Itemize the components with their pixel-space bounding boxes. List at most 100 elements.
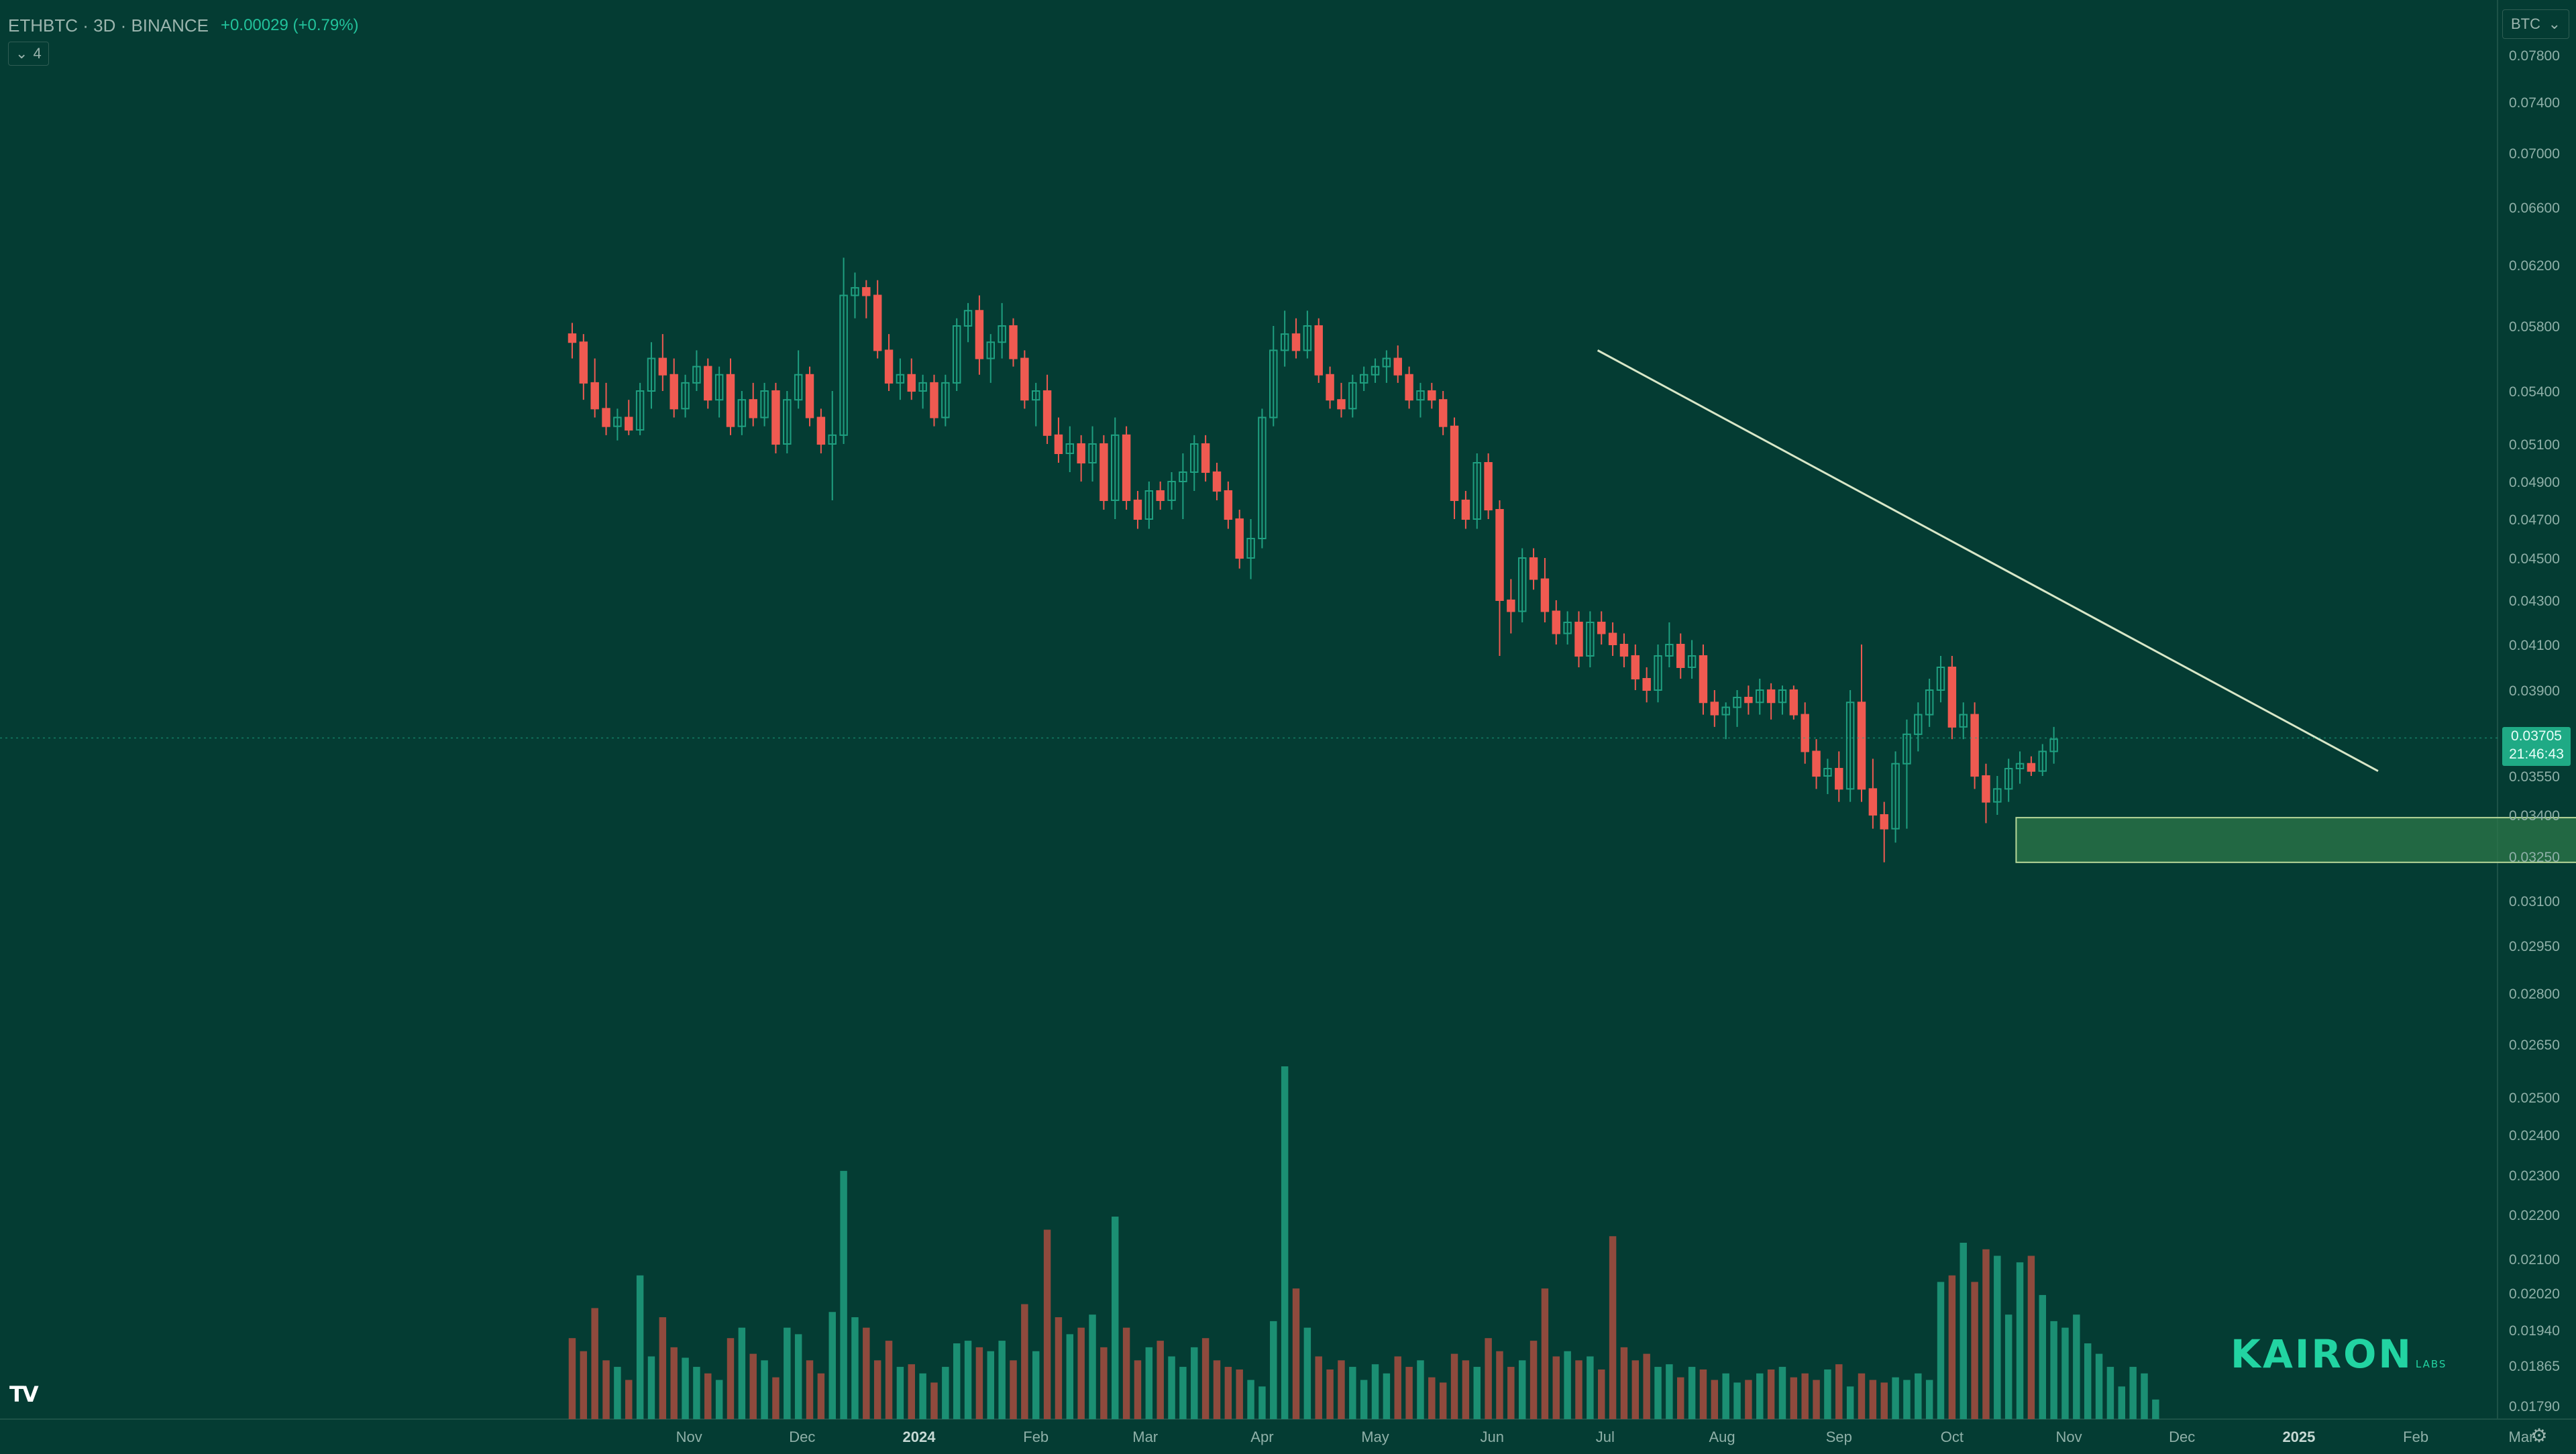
volume-bar (919, 1373, 926, 1419)
candle-up (952, 325, 961, 384)
price-tick-label: 0.01940 (2509, 1323, 2560, 1339)
time-tick-label: Feb (1023, 1429, 1049, 1445)
candle-up (1382, 357, 1391, 368)
candle-down (704, 366, 712, 401)
candle-down (1857, 702, 1866, 790)
volume-bar (1394, 1356, 1401, 1419)
price-tick-label: 0.02400 (2509, 1128, 2560, 1143)
candle-down (568, 333, 577, 343)
candle-down (590, 382, 599, 410)
volume-bar (1089, 1315, 1096, 1419)
volume-bar (2152, 1399, 2159, 1419)
price-tick-label: 0.05400 (2509, 384, 2560, 400)
candle-up (1845, 702, 1855, 790)
volume-bar (647, 1356, 655, 1419)
candle-down (862, 287, 871, 296)
volume-bar (1507, 1367, 1515, 1419)
volume-bar (727, 1338, 735, 1419)
volume-bar (1338, 1360, 1345, 1419)
volume-bar (1010, 1360, 1017, 1419)
candle-down (1291, 333, 1301, 351)
candle-down (1789, 689, 1799, 716)
volume-bar (659, 1317, 667, 1419)
time-tick-label: Nov (2056, 1429, 2082, 1445)
volume-bar (2095, 1353, 2103, 1419)
volume-bar (1903, 1380, 1911, 1419)
indicators-toggle[interactable]: ⌄ 4 (8, 42, 49, 66)
trendline[interactable] (0, 349, 2498, 773)
volume-bar (1518, 1360, 1526, 1419)
candle-down (749, 399, 757, 418)
volume-bar (580, 1351, 588, 1419)
candle-down (1020, 357, 1029, 401)
volume-bar (1756, 1373, 1764, 1419)
candle-down (1009, 325, 1018, 359)
volume-bar (1077, 1327, 1085, 1419)
candle-down (1326, 374, 1334, 401)
volume-bar (1360, 1380, 1368, 1419)
volume-bar (1778, 1367, 1786, 1419)
candle-down (1133, 500, 1142, 520)
candle-up (613, 416, 622, 427)
candle-up (1891, 763, 1900, 830)
candle-down (1529, 557, 1538, 580)
support-zone[interactable] (2015, 817, 2576, 863)
candle-up (1654, 655, 1662, 691)
price-tick-label: 0.02100 (2509, 1252, 2560, 1268)
candle-up (1280, 333, 1289, 351)
candle-down (1710, 702, 1719, 716)
currency-select[interactable]: BTC ⌄ (2502, 9, 2569, 39)
price-tick-label: 0.02020 (2509, 1286, 2560, 1302)
time-tick-label: Feb (2403, 1429, 2428, 1445)
symbol-title[interactable]: ETHBTC · 3D · BINANCE (8, 15, 209, 36)
symbol-header: ETHBTC · 3D · BINANCE +0.00029 (+0.79%) (8, 12, 359, 39)
volume-bar (1960, 1243, 1967, 1419)
volume-bar (1790, 1377, 1798, 1419)
volume-bar (1631, 1360, 1640, 1419)
indicator-count: 4 (33, 45, 42, 62)
volume-bar (715, 1380, 723, 1419)
candle-down (1314, 325, 1323, 376)
volume-bar (1201, 1338, 1210, 1419)
candle-up (1303, 325, 1312, 351)
volume-bar (1529, 1341, 1538, 1419)
candle-down (1495, 509, 1504, 601)
volume-bar (1258, 1386, 1266, 1419)
volume-bar (1157, 1341, 1164, 1419)
candle-down (1224, 490, 1233, 520)
volume-bar (828, 1312, 836, 1419)
volume-bar (1915, 1373, 1922, 1419)
candle-down (1428, 390, 1436, 401)
candle-up (1687, 655, 1697, 668)
time-tick-label: Sep (1826, 1429, 1852, 1445)
volume-bar (998, 1341, 1006, 1419)
time-tick-label: Nov (676, 1429, 702, 1445)
price-tick-label: 0.02800 (2509, 987, 2560, 1002)
volume-bar (1021, 1304, 1028, 1419)
volume-bar (2084, 1343, 2092, 1419)
candle-down (1982, 775, 1990, 803)
chevron-down-icon: ⌄ (15, 45, 28, 62)
gear-icon[interactable]: ⚙ (2530, 1425, 2548, 1446)
volume-bar (1439, 1382, 1447, 1419)
volume-bar (1168, 1356, 1175, 1419)
bar-countdown: 21:46:43 (2509, 746, 2564, 762)
volume-bar (1100, 1347, 1108, 1419)
volume-bar (851, 1317, 859, 1419)
candle-up (760, 390, 769, 418)
price-tick-label: 0.04100 (2509, 638, 2560, 653)
candle-down (975, 310, 984, 359)
trendline-segment (1597, 349, 2379, 773)
candle-down (1631, 655, 1640, 679)
tradingview-logo[interactable]: TV (9, 1382, 39, 1407)
candle-up (1246, 538, 1255, 559)
volume-bar (1485, 1338, 1492, 1419)
candle-up (1778, 689, 1787, 704)
time-axis[interactable]: Nov Dec 2024 Feb Mar Apr May Jun Jul Aug Sep Oct Nov… (676, 1429, 2576, 1445)
volume-bar (942, 1367, 949, 1419)
candle-up (1959, 714, 1968, 728)
price-axis[interactable]: 0.07800 0.07400 0.07000 0.06600 0.06200 0.058… (2509, 48, 2560, 1414)
candle-down (1461, 500, 1470, 520)
candle-down (1597, 622, 1606, 634)
